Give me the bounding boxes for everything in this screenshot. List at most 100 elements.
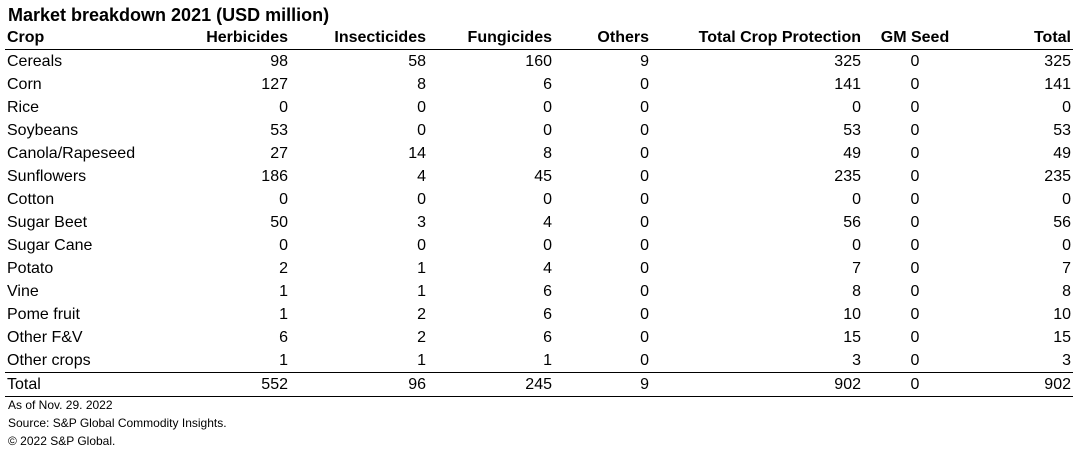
cell-fungicides: 0: [543, 191, 552, 208]
table-row: Sugar Beet 50 3 4 0 56 0 56: [5, 211, 1073, 234]
cell-total-crop-protection: 0: [852, 191, 861, 208]
cell-fungicides: 6: [543, 329, 552, 346]
cell-total-crop-protection: 3: [852, 352, 861, 369]
cell-total: 325: [1044, 53, 1071, 70]
cell-total-crop-protection: 0: [852, 99, 861, 116]
cell-crop: Pome fruit: [7, 306, 80, 323]
cell-total: 235: [1044, 168, 1071, 185]
cell-insecticides: 1: [417, 352, 426, 369]
cell-fungicides: 45: [534, 168, 552, 185]
table-row: Sugar Cane 0 0 0 0 0 0 0: [5, 234, 1073, 257]
cell-total: 0: [1062, 191, 1071, 208]
cell-gm-seed: 0: [910, 122, 920, 139]
cell-others: 0: [640, 352, 649, 369]
cell-others: 0: [640, 168, 649, 185]
cell-gm-seed: 0: [910, 283, 920, 300]
column-header-total-crop-protection: Total Crop Protection: [698, 29, 861, 46]
cell-gm-seed: 0: [910, 191, 920, 208]
cell-herbicides: 2: [279, 260, 288, 277]
cell-total: 56: [1053, 214, 1071, 231]
market-breakdown-table: Crop Herbicides Insecticides Fungicides …: [5, 26, 1073, 397]
as-of-date-note: As of Nov. 29. 2022: [8, 398, 113, 412]
cell-insecticides: 0: [417, 99, 426, 116]
cell-total-crop-protection: 141: [834, 76, 861, 93]
cell-crop: Potato: [7, 260, 54, 277]
cell-crop: Corn: [7, 76, 42, 93]
cell-herbicides: 0: [279, 99, 288, 116]
cell-total-crop-protection: 53: [843, 122, 861, 139]
cell-herbicides: 53: [270, 122, 288, 139]
cell-insecticides: 2: [417, 306, 426, 323]
cell-herbicides: 50: [270, 214, 288, 231]
table-row: Soybeans 53 0 0 0 53 0 53: [5, 119, 1073, 142]
cell-herbicides: 127: [261, 76, 288, 93]
cell-gm-seed: 0: [910, 237, 920, 254]
cell-others: 0: [640, 99, 649, 116]
cell-gm-seed: 0: [910, 76, 920, 93]
cell-insecticides: 8: [417, 76, 426, 93]
cell-insecticides: 3: [417, 214, 426, 231]
cell-total: 3: [1062, 352, 1071, 369]
cell-others: 0: [640, 122, 649, 139]
table-row: Potato 2 1 4 0 7 0 7: [5, 257, 1073, 280]
cell-crop: Soybeans: [7, 122, 79, 139]
cell-total-crop-protection: 56: [843, 214, 861, 231]
cell-total: 0: [1062, 99, 1071, 116]
cell-herbicides: 552: [261, 376, 288, 393]
cell-others: 0: [640, 76, 649, 93]
cell-fungicides: 1: [543, 352, 552, 369]
cell-others: 0: [640, 145, 649, 162]
cell-herbicides: 98: [270, 53, 288, 70]
cell-total: 10: [1053, 306, 1071, 323]
cell-fungicides: 6: [543, 76, 552, 93]
cell-total: 902: [1044, 376, 1071, 393]
cell-gm-seed: 0: [910, 214, 920, 231]
cell-total-crop-protection: 15: [843, 329, 861, 346]
cell-crop: Sugar Beet: [7, 214, 88, 231]
table-row: Sunflowers 186 4 45 0 235 0 235: [5, 165, 1073, 188]
cell-crop: Rice: [7, 99, 40, 116]
cell-others: 9: [640, 376, 649, 393]
cell-total: 8: [1062, 283, 1071, 300]
cell-total-crop-protection: 7: [852, 260, 861, 277]
cell-insecticides: 14: [408, 145, 426, 162]
table-body: Cereals 98 58 160 9 325 0 325 Corn 127 8 6 0 141 0 141 R…: [5, 50, 1073, 397]
cell-total: 15: [1053, 329, 1071, 346]
cell-insecticides: 1: [417, 260, 426, 277]
cell-others: 0: [640, 191, 649, 208]
cell-insecticides: 2: [417, 329, 426, 346]
column-header-fungicides: Fungicides: [467, 29, 552, 46]
cell-gm-seed: 0: [910, 145, 920, 162]
column-header-gm-seed: GM Seed: [880, 29, 950, 46]
cell-crop: Cereals: [7, 53, 63, 70]
cell-insecticides: 1: [417, 283, 426, 300]
cell-gm-seed: 0: [910, 329, 920, 346]
total-row: Total 552 96 245 9 902 0 902: [5, 372, 1073, 397]
cell-fungicides: 8: [543, 145, 552, 162]
cell-total-crop-protection: 49: [843, 145, 861, 162]
cell-others: 0: [640, 283, 649, 300]
cell-gm-seed: 0: [910, 352, 920, 369]
cell-crop: Canola/Rapeseed: [7, 145, 136, 162]
cell-insecticides: 0: [417, 122, 426, 139]
cell-insecticides: 96: [408, 376, 426, 393]
cell-total: 141: [1044, 76, 1071, 93]
cell-herbicides: 1: [279, 352, 288, 369]
cell-total-crop-protection: 235: [834, 168, 861, 185]
cell-fungicides: 6: [543, 306, 552, 323]
table-row: Pome fruit 1 2 6 0 10 0 10: [5, 303, 1073, 326]
cell-total: 0: [1062, 237, 1071, 254]
cell-gm-seed: 0: [910, 306, 920, 323]
cell-crop: Total: [7, 376, 41, 393]
cell-total-crop-protection: 325: [834, 53, 861, 70]
cell-total: 49: [1053, 145, 1071, 162]
cell-fungicides: 4: [543, 260, 552, 277]
cell-others: 9: [640, 53, 649, 70]
cell-insecticides: 0: [417, 191, 426, 208]
table-row: Other F&V 6 2 6 0 15 0 15: [5, 326, 1073, 349]
cell-total: 53: [1053, 122, 1071, 139]
cell-crop: Other F&V: [7, 329, 83, 346]
source-note: Source: S&P Global Commodity Insights.: [8, 416, 227, 430]
cell-gm-seed: 0: [910, 99, 920, 116]
cell-insecticides: 0: [417, 237, 426, 254]
